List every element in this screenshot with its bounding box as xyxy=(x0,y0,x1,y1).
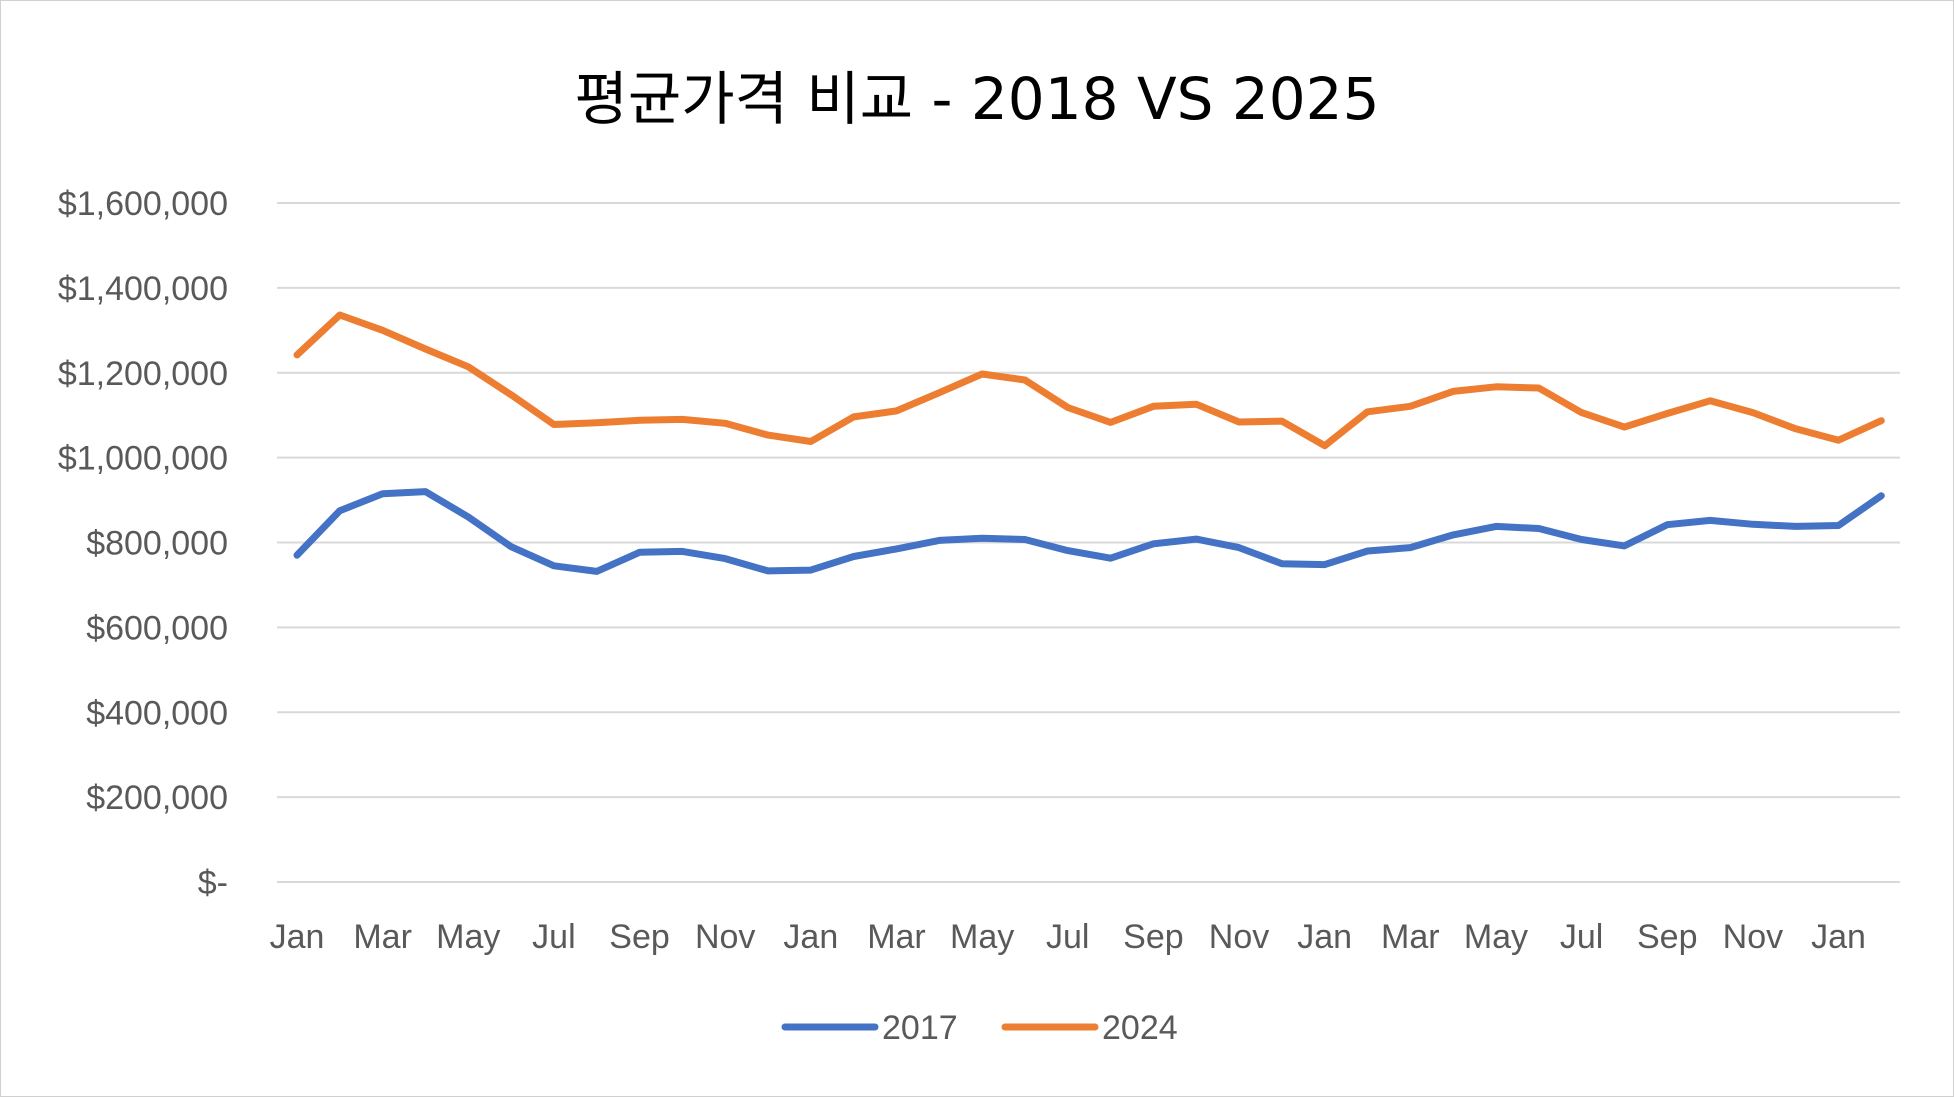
x-tick-label: Jul xyxy=(1560,918,1603,956)
x-tick-label: May xyxy=(1464,918,1528,956)
y-tick-label: $1,600,000 xyxy=(58,185,228,223)
x-tick-label: Sep xyxy=(1637,918,1698,956)
x-tick-label: Nov xyxy=(695,918,755,956)
y-axis: $- $200,000 $400,000 $600,000 $800,000 $1,000… xyxy=(58,185,228,902)
y-tick-label: $600,000 xyxy=(86,609,228,647)
series-line-2017 xyxy=(293,488,1885,575)
x-tick-label: Jan xyxy=(783,918,838,956)
y-tick-label: $200,000 xyxy=(86,779,228,817)
x-tick-label: May xyxy=(950,918,1014,956)
y-tick-label: $1,200,000 xyxy=(58,355,228,393)
x-tick-label: May xyxy=(436,918,500,956)
chart-title: 평균가격 비교 - 2018 VS 2025 xyxy=(574,65,1380,133)
x-tick-label: Mar xyxy=(1381,918,1440,956)
y-tick-label: $- xyxy=(198,864,228,902)
x-tick-label: Jul xyxy=(532,918,575,956)
x-tick-label: Jan xyxy=(270,918,325,956)
legend-label-2017: 2017 xyxy=(882,1009,958,1047)
series-line-2024 xyxy=(293,311,1885,450)
y-tick-label: $800,000 xyxy=(86,525,228,563)
x-tick-label: Mar xyxy=(353,918,412,956)
x-tick-label: Sep xyxy=(609,918,670,956)
x-tick-label: Nov xyxy=(1723,918,1783,956)
legend-label-2024: 2024 xyxy=(1102,1009,1178,1047)
x-tick-label: Jan xyxy=(1297,918,1352,956)
series-lines xyxy=(293,311,1885,575)
legend: 2017 2024 xyxy=(781,1009,1178,1047)
y-tick-label: $400,000 xyxy=(86,694,228,732)
x-tick-label: Jan xyxy=(1811,918,1866,956)
x-axis: Jan Mar May Jul Sep Nov Jan Mar May Jul Sep Nov Jan M… xyxy=(270,918,1866,956)
y-tick-label: $1,400,000 xyxy=(58,270,228,308)
x-tick-label: Sep xyxy=(1123,918,1184,956)
x-tick-label: Jul xyxy=(1046,918,1089,956)
x-tick-label: Nov xyxy=(1209,918,1269,956)
x-tick-label: Mar xyxy=(867,918,926,956)
gridlines xyxy=(277,202,1900,883)
y-tick-label: $1,000,000 xyxy=(58,440,228,478)
